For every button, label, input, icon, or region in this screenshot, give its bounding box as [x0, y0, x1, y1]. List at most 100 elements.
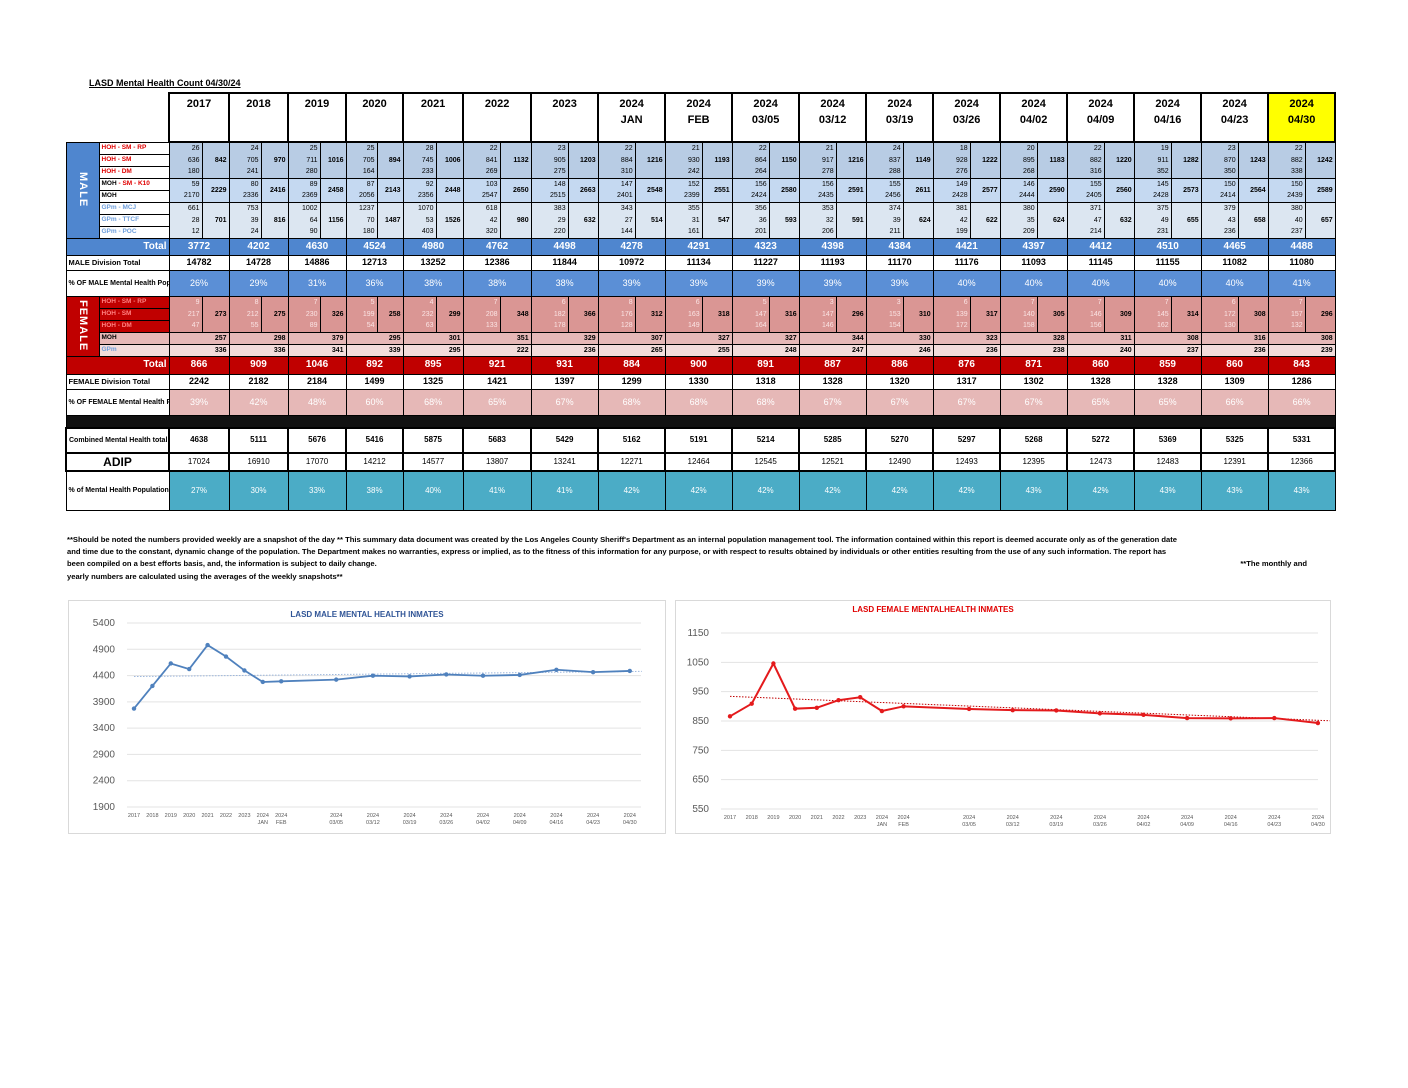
value-cell: 2515 [530, 190, 569, 203]
male-total-value: 4510 [1133, 237, 1202, 256]
data-point [242, 668, 247, 673]
value-cell: 35 [999, 214, 1038, 226]
x-tick-label: 2024 [624, 813, 636, 819]
period-date: 03/12 [818, 113, 847, 126]
male-pct-value: 39% [798, 269, 867, 297]
adip-value: 12271 [597, 451, 667, 472]
subtotal-cell: 970 [260, 141, 289, 179]
mh-pct-value: 42% [664, 470, 733, 511]
value-cell: 7 [1066, 295, 1105, 308]
x-tick-label: 2024 [403, 813, 415, 819]
female-total-value: 859 [1133, 355, 1202, 375]
mental-health-count-table: 2017 2018 2019 2020 2021 2022 2023 2024 JAN 2024 F… [65, 92, 1337, 511]
value-cell: 269 [462, 166, 501, 179]
subtotal-cell: 316 [768, 295, 800, 333]
value-cell: 2439 [1267, 190, 1306, 203]
value-cell: 25 [287, 141, 321, 154]
female-division-value: 1317 [932, 373, 1001, 390]
male-division-value: 10972 [597, 254, 666, 271]
subtotal-cell: 1526 [435, 201, 464, 239]
data-point [407, 674, 412, 679]
value-cell: 5 [731, 295, 770, 308]
value-cell: 172 [1200, 308, 1239, 320]
value-cell: 268 [999, 166, 1038, 179]
value-cell: 316 [1200, 331, 1269, 345]
female-division-value: 1325 [402, 373, 464, 390]
value-cell: 379 [287, 331, 347, 345]
data-point [1184, 715, 1190, 721]
x-tick-sublabel: 04/16 [550, 820, 564, 826]
value-cell: 154 [865, 320, 904, 333]
subtotal-cell: 1222 [969, 141, 1001, 179]
subtotal-cell: 1006 [435, 141, 464, 179]
value-cell: 233 [402, 166, 437, 179]
female-division-value: 1328 [1133, 373, 1202, 390]
subtotal-cell: 275 [260, 295, 289, 333]
value-cell: 144 [597, 226, 636, 239]
male-pct-value: 40% [1133, 269, 1202, 297]
value-cell: 92 [402, 177, 437, 190]
value-cell: 208 [462, 308, 501, 320]
male-total-value: 4202 [228, 237, 289, 256]
male-gpm-row: GPm - MCJ 661 701 753 816 1002 1156 1237 1487 107… [66, 201, 1336, 239]
division-label: MALE Division Total [65, 254, 170, 271]
subtotal-cell: 622 [969, 201, 1001, 239]
value-cell: 146 [798, 320, 837, 333]
value-cell: 618 [462, 201, 501, 214]
data-point [517, 672, 522, 678]
male-moh-row: MOH 2170 2336 2369 2056 2356 2547 2515 2401 2399 2… [66, 189, 1335, 203]
period-header: 2022 [462, 92, 533, 143]
female-total-value: 871 [999, 355, 1068, 375]
female-division-value: 1330 [664, 373, 733, 390]
value-cell: 298 [228, 331, 289, 345]
female-hoh-row: FEMALE HOH - SM - RP 9 273 8 275 7 326 5 258 4 299 7… [65, 295, 1336, 357]
x-tick-label: 2024 [1094, 815, 1106, 821]
female-total-value: 860 [1066, 355, 1135, 375]
value-cell: 42 [462, 214, 501, 226]
mh-pct-value: 42% [597, 470, 666, 511]
subtotal-cell: 1183 [1036, 141, 1068, 179]
mh-pct-value: 43% [1200, 470, 1269, 511]
value-cell: 32 [798, 214, 837, 226]
combined-value: 5325 [1200, 426, 1270, 454]
y-tick-label: 3400 [93, 723, 116, 734]
data-point [627, 668, 632, 674]
y-tick-label: 850 [692, 716, 709, 727]
female-hoh-row: HOH - SM 217 212 230 199 232 208 182 176 163 147 14… [66, 307, 1335, 321]
value-cell: 70 [345, 214, 378, 226]
period-year: 2024 [1222, 98, 1247, 110]
value-cell: 63 [402, 320, 437, 333]
value-cell: 31 [664, 214, 703, 226]
data-point [836, 697, 841, 703]
value-cell: 355 [664, 201, 703, 214]
subtotal-cell: 2229 [201, 177, 230, 203]
value-cell: 247 [798, 343, 867, 357]
combined-value: 5111 [228, 426, 290, 454]
subtotal-cell: 309 [1103, 295, 1135, 333]
female-pct-value: 67% [530, 388, 599, 416]
male-division-value: 11844 [530, 254, 599, 271]
value-cell: 2444 [999, 190, 1038, 203]
x-tick-label: 2020 [789, 815, 801, 821]
period-header: 2018 [228, 92, 290, 143]
period-header: 2019 [287, 92, 348, 143]
data-point [749, 701, 754, 706]
female-total-value: 860 [1200, 355, 1269, 375]
value-cell: 6 [530, 295, 569, 308]
value-cell: 379 [1200, 201, 1239, 214]
value-cell: 353 [798, 201, 837, 214]
female-section-label: FEMALE [65, 295, 100, 357]
adip-row: ADIP 17024 16910 17070 14212 14577 13807 13241 1… [65, 451, 1337, 472]
value-cell: 220 [530, 226, 569, 239]
period-header: 2024 04/02 [999, 92, 1069, 143]
x-tick-sublabel: FEB [276, 820, 287, 826]
period-date: JAN [620, 113, 643, 126]
value-cell: 327 [664, 331, 733, 345]
x-tick-label: 2021 [201, 813, 213, 819]
x-tick-label: 2024 [1312, 815, 1324, 821]
value-cell: 164 [345, 166, 378, 179]
female-pct-value: 67% [865, 388, 934, 416]
value-cell: 89 [287, 320, 321, 333]
value-cell: 5 [345, 295, 378, 308]
subtotal-cell: 1132 [499, 141, 532, 179]
